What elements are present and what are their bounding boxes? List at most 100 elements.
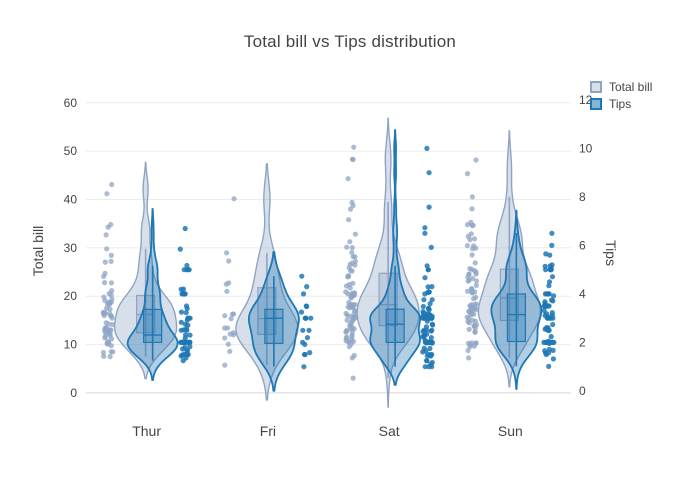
data-point bbox=[178, 353, 184, 359]
data-point bbox=[107, 311, 113, 317]
data-point bbox=[464, 314, 470, 320]
data-point bbox=[542, 312, 548, 319]
data-point bbox=[547, 252, 553, 258]
data-point bbox=[420, 334, 426, 340]
gridlines bbox=[86, 102, 571, 394]
right-tick-label: 2 bbox=[579, 335, 586, 349]
data-point bbox=[222, 313, 228, 319]
data-point bbox=[425, 267, 431, 273]
data-point bbox=[473, 157, 479, 163]
data-point bbox=[424, 327, 430, 333]
data-point bbox=[473, 294, 479, 300]
data-point bbox=[422, 230, 428, 236]
data-point bbox=[102, 328, 108, 334]
data-point bbox=[108, 299, 114, 305]
data-point bbox=[104, 191, 110, 197]
data-point bbox=[106, 340, 112, 346]
data-point bbox=[182, 335, 188, 341]
violin-tips-sat[interactable] bbox=[369, 129, 422, 386]
data-point bbox=[544, 291, 550, 297]
data-point bbox=[300, 291, 307, 297]
data-point bbox=[108, 258, 114, 264]
legend-item-total-bill[interactable]: Total bill bbox=[590, 80, 652, 94]
data-point bbox=[178, 309, 185, 315]
data-point bbox=[102, 310, 108, 316]
points-total-bill[interactable] bbox=[100, 144, 480, 381]
right-tick-label: 8 bbox=[579, 190, 586, 204]
data-point bbox=[351, 326, 357, 332]
data-point bbox=[300, 327, 306, 333]
data-point bbox=[348, 341, 354, 347]
data-point bbox=[187, 343, 193, 350]
data-point bbox=[343, 329, 349, 335]
data-point bbox=[473, 282, 479, 288]
data-point bbox=[424, 145, 430, 151]
boxplot-tips-sat bbox=[385, 265, 405, 367]
data-point bbox=[550, 321, 556, 328]
data-point bbox=[107, 354, 113, 360]
boxplot-tips-thur bbox=[143, 265, 163, 361]
data-point bbox=[429, 359, 435, 366]
data-point bbox=[471, 343, 477, 349]
data-point bbox=[428, 328, 434, 334]
data-point bbox=[226, 280, 232, 286]
data-point bbox=[224, 250, 230, 256]
data-point bbox=[425, 284, 431, 290]
data-point bbox=[222, 362, 228, 368]
data-point bbox=[423, 339, 429, 345]
data-point bbox=[229, 311, 235, 317]
data-point bbox=[101, 273, 107, 280]
data-point bbox=[301, 364, 307, 370]
data-point bbox=[424, 318, 430, 324]
data-point bbox=[102, 280, 108, 286]
data-point bbox=[304, 303, 310, 310]
data-point bbox=[469, 206, 475, 212]
data-point bbox=[464, 243, 470, 249]
data-point bbox=[225, 341, 231, 347]
data-point bbox=[352, 254, 358, 260]
data-point bbox=[303, 315, 309, 321]
data-point bbox=[465, 278, 471, 284]
data-point bbox=[426, 204, 432, 210]
boxplot-total-bill-fri bbox=[257, 252, 277, 366]
data-point bbox=[109, 321, 116, 328]
data-point bbox=[468, 303, 474, 309]
data-point bbox=[465, 347, 471, 354]
data-point bbox=[299, 273, 305, 279]
data-point bbox=[427, 301, 433, 307]
data-point bbox=[298, 309, 305, 315]
data-point bbox=[308, 315, 314, 321]
data-point bbox=[106, 291, 112, 297]
legend-item-tips[interactable]: Tips bbox=[590, 97, 652, 111]
data-point bbox=[464, 171, 471, 177]
data-point bbox=[472, 302, 478, 308]
data-point bbox=[105, 224, 111, 230]
data-point bbox=[307, 350, 313, 356]
data-point bbox=[178, 286, 184, 292]
data-point bbox=[548, 334, 554, 340]
data-point bbox=[549, 274, 556, 280]
data-point bbox=[183, 326, 190, 332]
data-point bbox=[177, 246, 183, 252]
data-point bbox=[466, 326, 472, 332]
data-point bbox=[227, 348, 233, 354]
data-point bbox=[344, 317, 350, 323]
data-point bbox=[350, 375, 356, 381]
data-point bbox=[108, 327, 114, 333]
data-point bbox=[426, 170, 432, 176]
data-point bbox=[222, 335, 228, 341]
data-point bbox=[101, 353, 107, 359]
data-point bbox=[183, 355, 189, 361]
data-point bbox=[428, 335, 434, 341]
total-bill-swatch-icon bbox=[590, 81, 602, 93]
data-point bbox=[352, 231, 358, 237]
data-point bbox=[420, 303, 426, 310]
data-point bbox=[425, 306, 431, 312]
points-tips[interactable] bbox=[177, 145, 557, 370]
data-point bbox=[466, 320, 472, 326]
right-tick-label: 12 bbox=[579, 93, 593, 107]
data-point bbox=[109, 181, 115, 188]
boxplot-tips-fri bbox=[264, 276, 284, 367]
